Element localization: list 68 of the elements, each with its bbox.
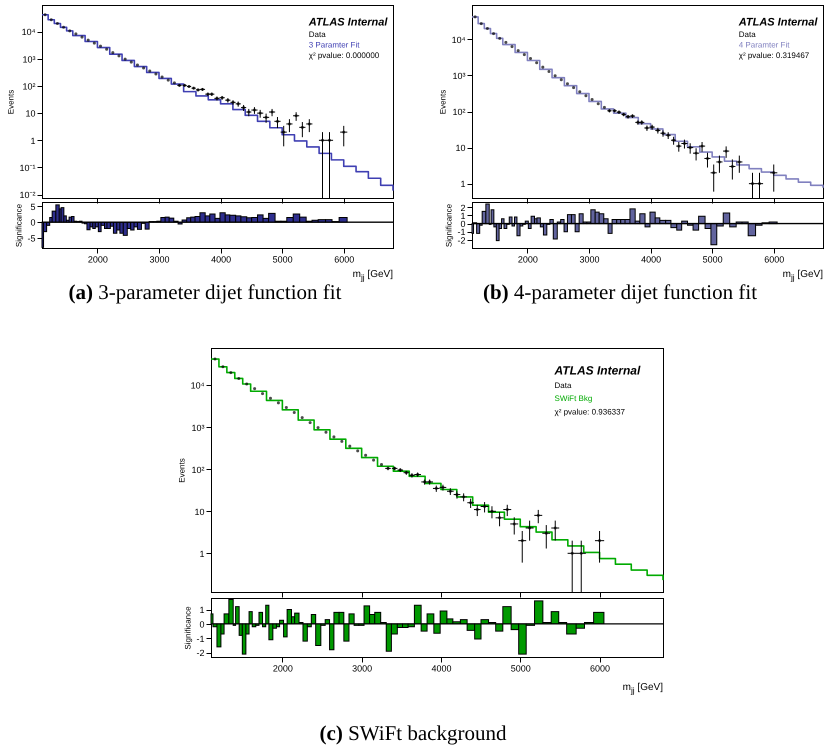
y-tick-label: 10⁻¹	[19, 162, 36, 173]
y-tick-label: 0	[460, 219, 466, 230]
y-tick-label: 1	[199, 605, 204, 616]
y-tick-label: 10⁻²	[19, 190, 36, 200]
annotation: ATLAS Internal	[554, 363, 641, 378]
annotation: χ² pvalue: 0.000000	[308, 51, 380, 60]
x-tick-label: 2000	[518, 254, 538, 264]
y-tick-label: 10³	[452, 70, 466, 81]
x-tick-label: 5000	[272, 254, 293, 264]
x-tick-label: 4000	[211, 254, 232, 264]
text: (b) 4-parameter dijet function fit	[482, 280, 758, 304]
y-tick-label: 1	[460, 210, 466, 221]
annotation: χ² pvalue: 0.319467	[738, 51, 810, 60]
text: Data	[738, 30, 756, 39]
x-tick-label: 6000	[334, 254, 354, 264]
annotation: χ² pvalue: 0.936337	[554, 408, 626, 417]
y-tick-label: 10	[25, 108, 36, 119]
x-tick-label: 5000	[510, 664, 531, 674]
text: Data	[308, 30, 326, 39]
x-tick-label: 6000	[590, 664, 610, 674]
y-tick-label: 10⁴	[190, 380, 205, 391]
y-tick-label: 10²	[191, 464, 204, 475]
y-tick-label: 10³	[22, 54, 36, 64]
x-tick-label: 3000	[149, 254, 170, 264]
y-axis-title: Events	[438, 90, 448, 114]
x-tick-label: 6000	[764, 254, 784, 264]
x-axis-title: m$_{jj}$ [GeV]	[782, 269, 823, 282]
annotation: ATLAS Internal	[738, 16, 818, 28]
y-axis-title: Events	[178, 458, 187, 483]
y-axis-title: Events	[6, 90, 16, 114]
y-tick-label: 2	[460, 202, 466, 213]
y-axis-title: Significance	[444, 203, 454, 248]
y-tick-label: 10⁴	[22, 27, 36, 38]
y-tick-label: 0	[199, 619, 204, 630]
y-tick-label: -2	[457, 235, 466, 246]
y-tick-label: 10²	[22, 81, 36, 92]
x-tick-label: 5000	[702, 254, 723, 264]
text: SWiFt Bkg	[554, 394, 592, 404]
y-tick-label: -2	[196, 648, 204, 658]
y-tick-label: -5	[27, 233, 36, 244]
x-tick-label: 4000	[641, 254, 662, 264]
text: (a) 3-parameter dijet function fit	[68, 280, 342, 304]
y-tick-label: 10³	[191, 422, 204, 433]
y-tick-label: 1	[460, 179, 466, 190]
y-axis-title: Significance	[14, 203, 24, 248]
y-tick-label: -1	[196, 634, 204, 644]
x-axis-title: m$_{jj}$ [GeV]	[352, 269, 393, 282]
text: 3 Paramter Fit	[308, 40, 360, 50]
text: Data	[554, 380, 572, 390]
y-tick-label: 10⁴	[452, 34, 466, 45]
x-tick-label: 2000	[88, 254, 108, 264]
x-tick-label: 3000	[579, 254, 600, 264]
x-tick-label: 2000	[272, 664, 293, 674]
x-tick-label: 3000	[352, 664, 372, 674]
y-tick-label: 1	[30, 136, 36, 146]
y-tick-label: 10	[194, 506, 204, 517]
x-tick-label: 4000	[431, 664, 452, 674]
y-tick-label: 10	[455, 143, 466, 154]
y-tick-label: 10²	[452, 107, 466, 118]
x-axis-title: m$_{jj}$ [GeV]	[622, 682, 663, 695]
text: (c) SWiFt background	[320, 721, 506, 745]
text: 4 Paramter Fit	[738, 40, 790, 50]
y-tick-label: -1	[457, 227, 466, 238]
y-tick-label: 5	[30, 202, 36, 212]
y-tick-label: 1	[199, 548, 204, 559]
annotation: ATLAS Internal	[308, 16, 388, 28]
y-tick-label: 0	[30, 218, 36, 228]
y-axis-title: Significance	[184, 606, 192, 650]
